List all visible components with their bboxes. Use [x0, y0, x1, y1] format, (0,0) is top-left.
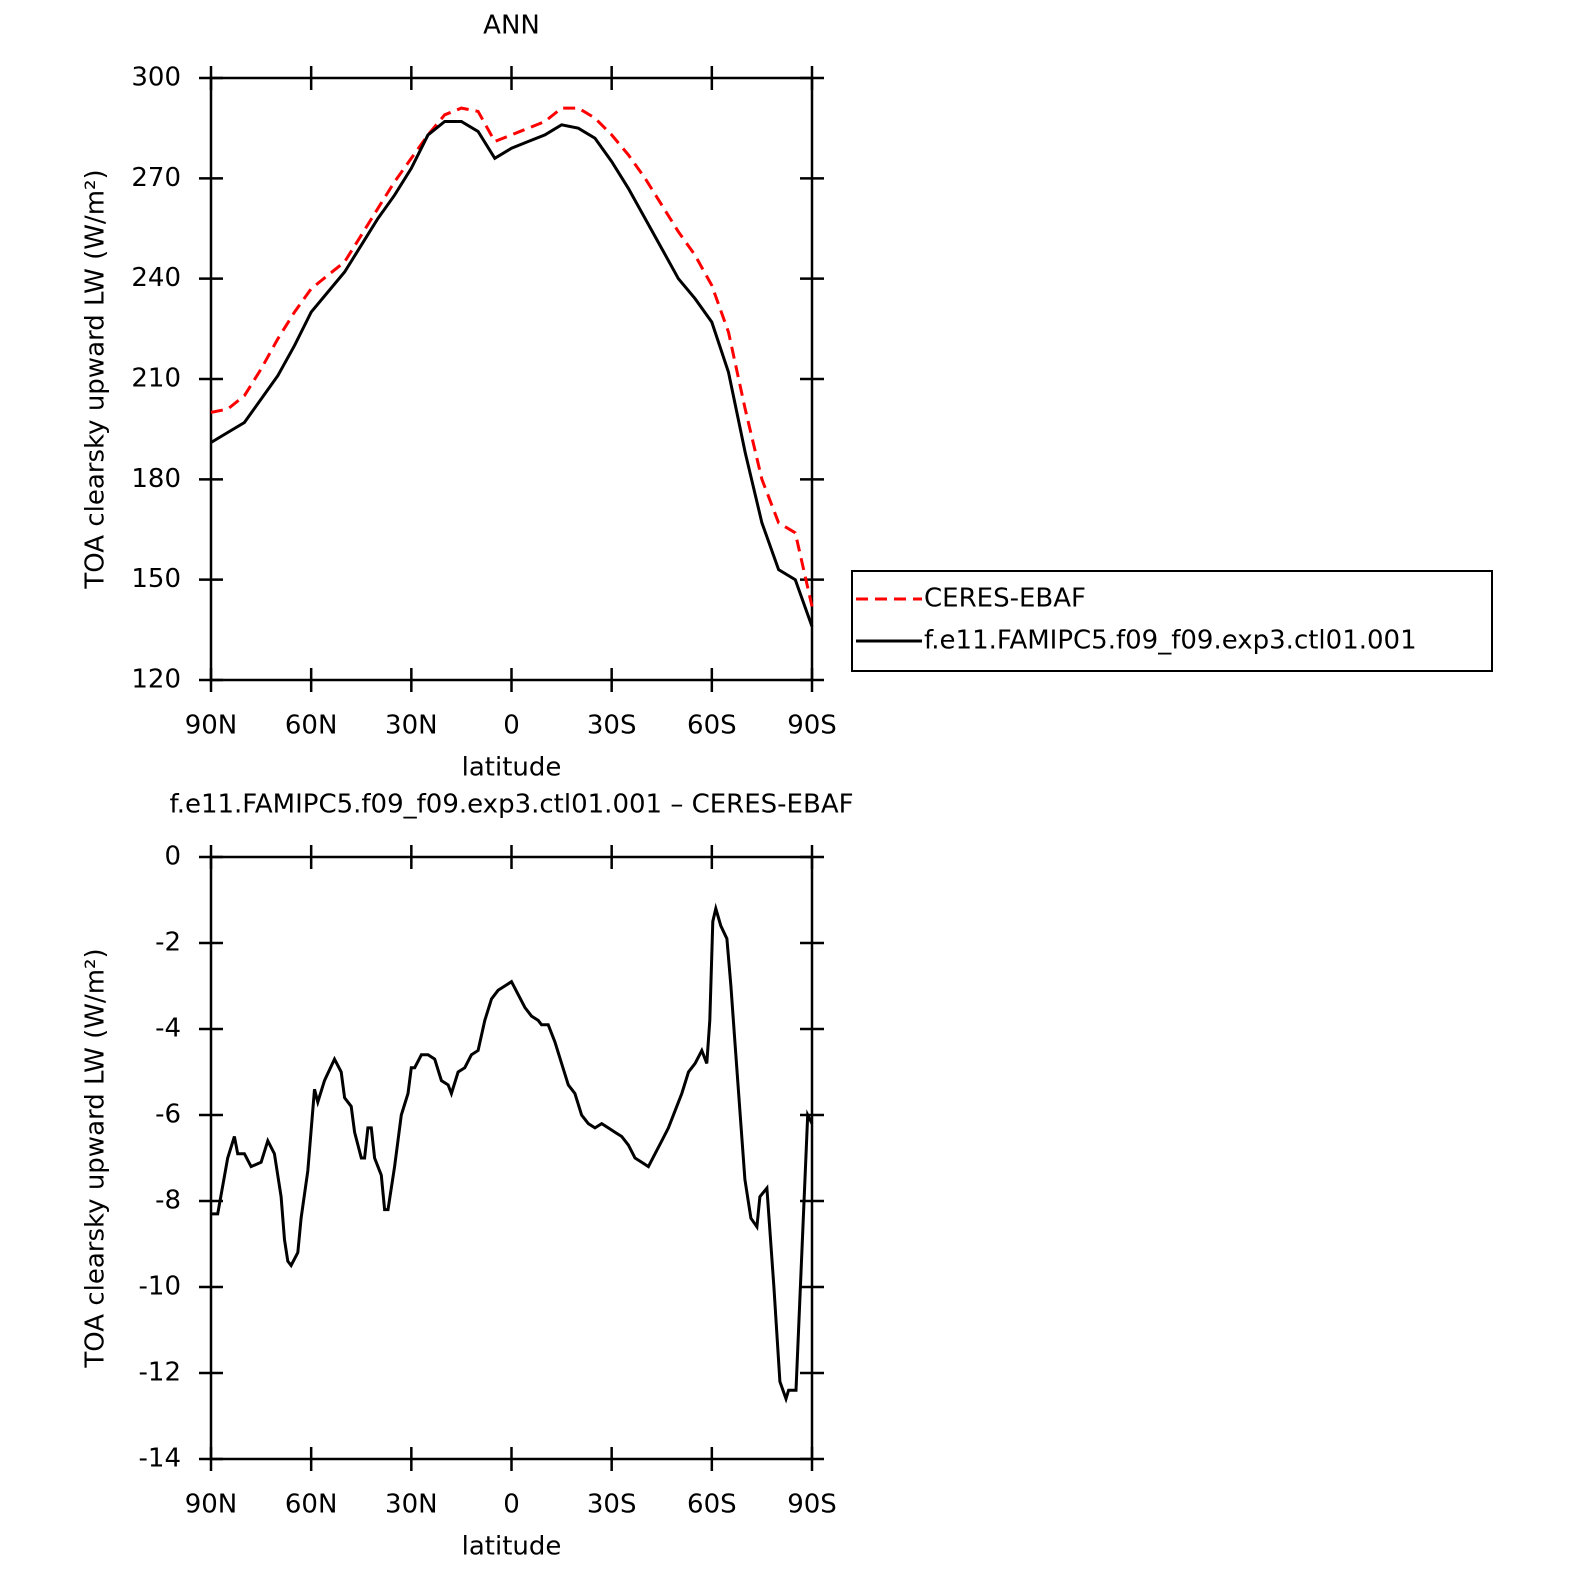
- chart-title: ANN: [483, 11, 540, 41]
- x-tick-label: 90S: [787, 1490, 837, 1520]
- legend-box: [851, 570, 1493, 672]
- x-tick-label: 30S: [587, 1490, 637, 1520]
- y-tick-label: 150: [131, 564, 181, 594]
- x-tick-label: 0: [503, 1490, 520, 1520]
- y-tick-label: -4: [155, 1014, 181, 1044]
- y-tick-label: 0: [164, 842, 181, 872]
- plot-frame: [209, 76, 814, 682]
- y-tick-label: 120: [131, 665, 181, 695]
- y-axis-label: TOA clearsky upward LW (W/m²): [81, 948, 111, 1368]
- y-tick-label: -14: [139, 1444, 181, 1474]
- legend-label: CERES-EBAF: [924, 584, 1086, 614]
- legend-label: f.e11.FAMIPC5.f09_f09.exp3.ctl01.001: [924, 626, 1417, 656]
- y-tick-label: 210: [131, 364, 181, 394]
- y-tick-label: -12: [139, 1358, 181, 1388]
- y-tick-label: 240: [131, 263, 181, 293]
- x-tick-label: 60S: [687, 1490, 737, 1520]
- x-tick-label: 30N: [385, 711, 438, 741]
- y-tick-label: -6: [155, 1100, 181, 1130]
- plot-frame: [209, 855, 814, 1461]
- chart-title: f.e11.FAMIPC5.f09_f09.exp3.ctl01.001 – C…: [169, 790, 853, 820]
- x-tick-label: 30N: [385, 1490, 438, 1520]
- data-line: [210, 120, 814, 628]
- y-tick-label: 300: [131, 63, 181, 93]
- y-tick-label: -2: [155, 928, 181, 958]
- y-tick-label: 270: [131, 163, 181, 193]
- x-tick-label: 0: [503, 711, 520, 741]
- x-tick-label: 60N: [285, 1490, 338, 1520]
- x-tick-label: 60S: [687, 711, 737, 741]
- x-axis-label: latitude: [462, 753, 562, 783]
- x-tick-label: 90S: [787, 711, 837, 741]
- y-axis-label: TOA clearsky upward LW (W/m²): [81, 169, 111, 589]
- x-axis-label: latitude: [462, 1532, 562, 1562]
- data-line: [211, 902, 814, 1404]
- y-tick-label: -8: [155, 1186, 181, 1216]
- y-tick-label: 180: [131, 464, 181, 494]
- y-tick-label: -10: [139, 1272, 181, 1302]
- x-tick-label: 30S: [587, 711, 637, 741]
- x-tick-label: 90N: [185, 711, 238, 741]
- x-tick-label: 90N: [185, 1490, 238, 1520]
- data-line: [210, 106, 814, 607]
- x-tick-label: 60N: [285, 711, 338, 741]
